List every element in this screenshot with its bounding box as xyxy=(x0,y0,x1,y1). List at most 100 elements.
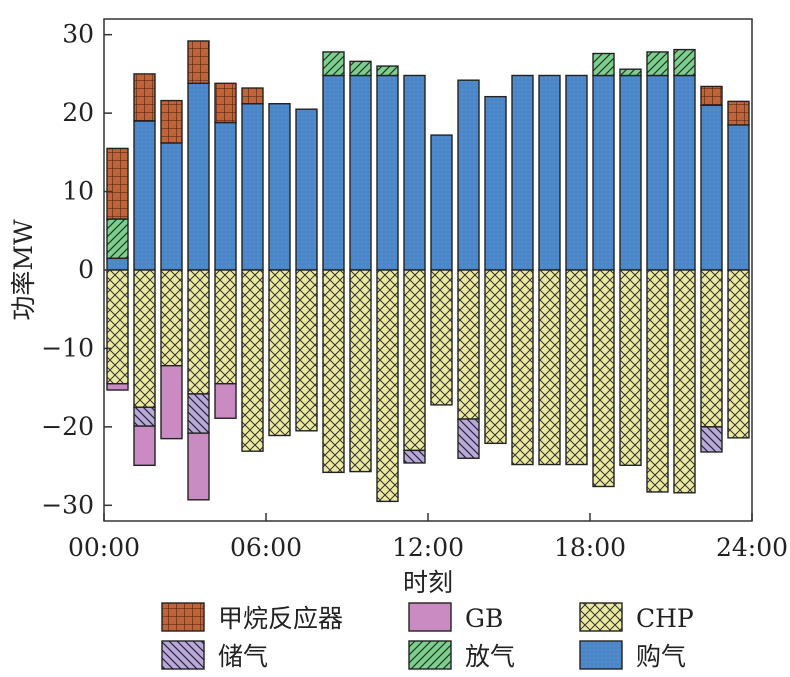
bar-purchase-h13 xyxy=(430,134,453,271)
bar-purchase-h8 xyxy=(295,108,318,271)
legend-label-purchase: 购气 xyxy=(636,642,686,671)
bar-purchase-h10 xyxy=(349,74,372,271)
bar-methane-h6 xyxy=(241,87,264,105)
bar-chp-h9 xyxy=(322,269,345,474)
legend-label-chp: CHP xyxy=(636,604,694,633)
bar-release-h20 xyxy=(619,68,642,77)
bar-purchase-h3 xyxy=(160,142,183,271)
bar-chp-h11 xyxy=(376,269,399,503)
bar-purchase-h18 xyxy=(565,74,588,271)
bar-release-h10 xyxy=(349,60,372,77)
bar-chp-h17 xyxy=(538,269,561,466)
y-tick-label: 20 xyxy=(62,98,94,127)
legend-swatch-methane xyxy=(161,602,205,632)
legend-swatch-gb xyxy=(408,602,452,632)
bar-chp-h13 xyxy=(430,269,453,406)
bar-purchase-h14 xyxy=(457,79,480,271)
y-tick-label: 10 xyxy=(62,177,94,206)
bar-storage-h2 xyxy=(133,406,156,427)
bar-purchase-h2 xyxy=(133,120,156,271)
x-tick-label: 24:00 xyxy=(716,533,788,562)
x-tick-label: 18:00 xyxy=(554,533,626,562)
bar-purchase-h6 xyxy=(241,103,264,271)
bar-chp-h15 xyxy=(484,269,507,445)
bar-chp-h8 xyxy=(295,269,318,432)
legend-swatch-chp xyxy=(579,602,623,632)
y-axis-label: 功率MW xyxy=(9,219,38,321)
bar-purchase-h19 xyxy=(592,74,615,271)
bar-purchase-h24 xyxy=(727,124,750,271)
bar-purchase-h9 xyxy=(322,74,345,271)
bar-purchase-h1 xyxy=(106,257,129,271)
legend-label-release: 放气 xyxy=(465,642,515,671)
legend-swatch-storage xyxy=(161,640,205,670)
bar-chp-h14 xyxy=(457,269,480,420)
bar-release-h19 xyxy=(592,52,615,77)
bar-purchase-h5 xyxy=(214,121,237,271)
y-tick-label: 30 xyxy=(62,20,94,49)
x-axis: 00:00 06:00 12:00 18:00 24:00 xyxy=(68,513,788,562)
bar-methane-h3 xyxy=(160,99,183,144)
bar-purchase-h12 xyxy=(403,74,426,271)
bar-release-h22 xyxy=(673,48,696,77)
bar-purchase-h15 xyxy=(484,95,507,271)
bar-chp-h22 xyxy=(673,269,696,494)
y-tick-label: −10 xyxy=(41,333,94,362)
bar-methane-h4 xyxy=(187,40,210,85)
bar-chp-h12 xyxy=(403,269,426,452)
bar-chp-h19 xyxy=(592,269,615,488)
bar-purchase-h20 xyxy=(619,74,642,271)
bar-gb-h4 xyxy=(187,432,210,501)
bar-methane-h2 xyxy=(133,73,156,122)
y-axis: −30 −20 −10 0 10 20 30 xyxy=(41,20,112,519)
bar-gb-h5 xyxy=(214,383,237,419)
x-axis-label: 时刻 xyxy=(403,568,453,597)
bar-purchase-h17 xyxy=(538,74,561,271)
bar-methane-h23 xyxy=(700,85,723,106)
bar-release-h21 xyxy=(646,51,669,77)
bar-gb-h1 xyxy=(106,383,129,391)
bar-chp-h20 xyxy=(619,269,642,467)
bar-chp-h3 xyxy=(160,269,183,367)
bar-gb-h2 xyxy=(133,425,156,467)
y-tick-label: −20 xyxy=(41,412,94,441)
legend: 甲烷反应器 GB CHP 储气 放气 购气 xyxy=(161,602,694,671)
x-tick-label: 00:00 xyxy=(68,533,140,562)
bar-storage-h14 xyxy=(457,418,480,459)
bar-methane-h1 xyxy=(106,147,129,220)
x-tick-label: 06:00 xyxy=(230,533,302,562)
bar-chp-h18 xyxy=(565,269,588,466)
legend-label-gb: GB xyxy=(465,604,503,633)
bar-gb-h3 xyxy=(160,364,183,440)
bar-chp-h21 xyxy=(646,269,669,493)
bar-purchase-h21 xyxy=(646,74,669,271)
bar-storage-h4 xyxy=(187,393,210,434)
bar-release-h9 xyxy=(322,51,345,77)
legend-label-storage: 储气 xyxy=(218,642,268,671)
bar-methane-h24 xyxy=(727,100,750,126)
bar-chp-h5 xyxy=(214,269,237,385)
bar-chp-h10 xyxy=(349,269,372,473)
bar-chp-h16 xyxy=(511,269,534,466)
bar-chp-h24 xyxy=(727,269,750,439)
bar-chp-h7 xyxy=(268,269,291,437)
bar-chp-h2 xyxy=(133,269,156,408)
bar-purchase-h22 xyxy=(673,74,696,271)
bar-release-h11 xyxy=(376,65,399,77)
bar-chp-h6 xyxy=(241,269,264,452)
x-tick-label: 12:00 xyxy=(392,533,464,562)
y-tick-label: 0 xyxy=(78,255,94,284)
bar-chp-h1 xyxy=(106,269,129,385)
bar-purchase-h16 xyxy=(511,74,534,271)
bar-purchase-h4 xyxy=(187,82,210,271)
bar-chp-h23 xyxy=(700,269,723,428)
bar-storage-h23 xyxy=(700,426,723,453)
bar-purchase-h11 xyxy=(376,74,399,271)
bar-storage-h12 xyxy=(403,449,426,464)
legend-swatch-purchase xyxy=(579,640,623,670)
legend-label-methane: 甲烷反应器 xyxy=(218,604,343,633)
bar-methane-h5 xyxy=(214,82,237,124)
bar-release-h1 xyxy=(106,218,129,259)
bar-purchase-h7 xyxy=(268,103,291,271)
